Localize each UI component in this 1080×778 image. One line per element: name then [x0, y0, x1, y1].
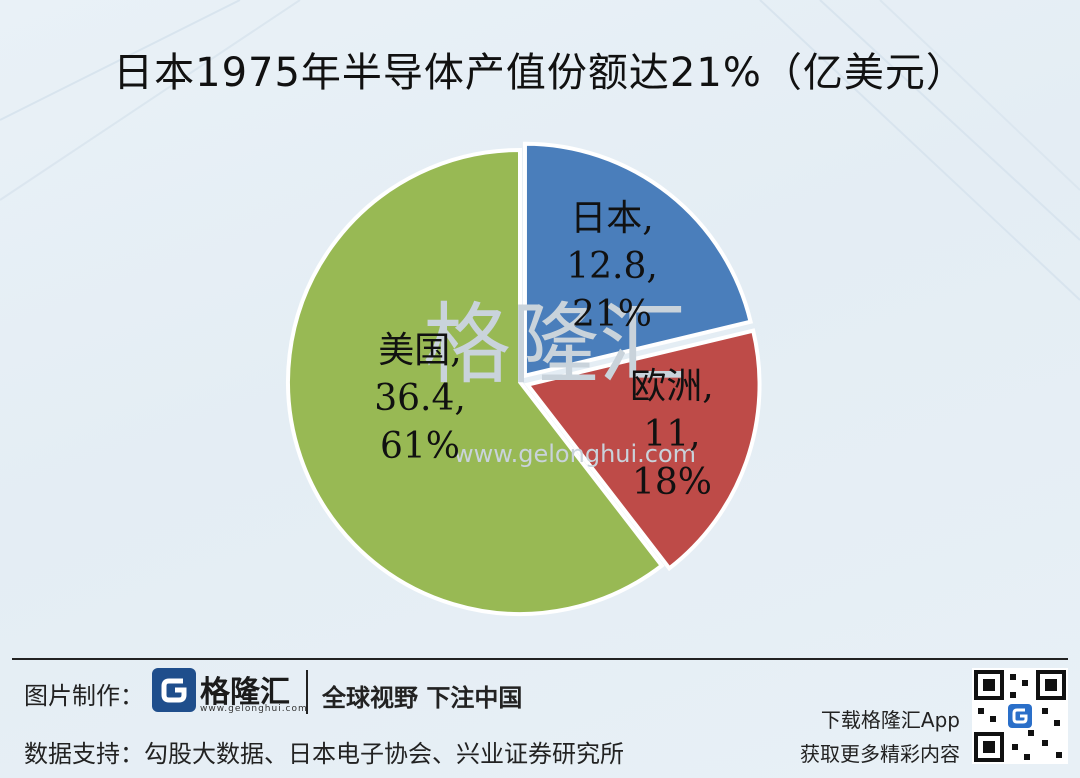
slice-label-1-line-0: 欧洲, [630, 366, 713, 407]
qr-code-icon[interactable] [972, 668, 1068, 764]
footer-divider [12, 658, 1068, 660]
pie-slice-0 [522, 141, 753, 379]
slice-label-2-line-1: 36.4, [374, 378, 466, 419]
slice-label-2-line-0: 美国, [378, 330, 461, 371]
slice-label-2-line-2: 61% [380, 426, 460, 467]
app-promo-line1: 下载格隆汇App [820, 708, 960, 732]
pie-chart: 格隆汇 www.gelonghui.com 日本, 12.8, 21% 欧洲, 11, 1… [286, 141, 762, 616]
logo-url: www.gelonghui.com [200, 704, 308, 714]
app-promo-line2: 获取更多精彩内容 [800, 742, 960, 766]
pie-slices [286, 141, 762, 616]
logo-text: 格隆汇 [200, 675, 290, 710]
watermark-url: www.gelonghui.com [454, 440, 696, 468]
watermark-text: 格隆汇 [423, 293, 687, 396]
slice-label-1-line-1: 11, [643, 414, 700, 455]
slice-label-0-line-2: 21% [572, 294, 652, 335]
data-source: 数据支持：勾股大数据、日本电子协会、兴业证券研究所 [24, 740, 624, 768]
pie-labels: 日本, 12.8, 21% 欧洲, 11, 18% 美国, 36.4, 61% [374, 198, 714, 503]
slice-label-1-line-2: 18% [632, 462, 712, 503]
credit-label: 图片制作： [24, 682, 144, 710]
footer-separator [306, 670, 308, 714]
pie-slice-1 [524, 328, 762, 572]
slogan: 全球视野 下注中国 [322, 684, 523, 712]
slice-label-0-line-1: 12.8, [566, 246, 658, 287]
logo-icon [152, 668, 196, 712]
chart-title: 日本1975年半导体产值份额达21%（亿美元） [113, 50, 967, 96]
slice-label-0-line-0: 日本, [570, 198, 653, 239]
pie-slice-2 [286, 147, 665, 616]
